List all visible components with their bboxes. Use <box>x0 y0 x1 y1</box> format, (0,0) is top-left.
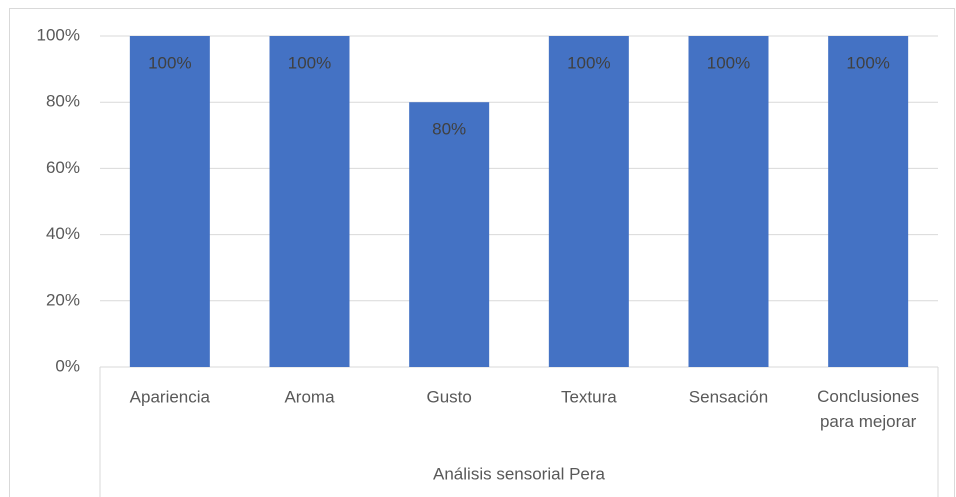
x-tick-label: Apariencia <box>130 387 211 406</box>
y-tick-label: 100% <box>37 25 80 44</box>
bar <box>548 36 629 367</box>
y-tick-label: 80% <box>46 92 80 111</box>
chart-border <box>9 8 955 497</box>
data-label: 100% <box>567 53 610 72</box>
data-label: 100% <box>846 53 889 72</box>
bar <box>828 36 909 367</box>
data-label: 100% <box>288 53 331 72</box>
x-tick-label: Aroma <box>284 387 335 406</box>
bar <box>269 36 350 367</box>
group-label: Análisis sensorial Pera <box>433 464 606 483</box>
data-label: 100% <box>148 53 191 72</box>
x-tick-label: Textura <box>561 387 617 406</box>
bar <box>129 36 210 367</box>
bar <box>409 102 490 367</box>
y-tick-label: 20% <box>46 290 80 309</box>
x-tick-label: Sensación <box>689 387 768 406</box>
y-tick-label: 40% <box>46 224 80 243</box>
data-label: 80% <box>432 120 466 139</box>
y-tick-label: 60% <box>46 158 80 177</box>
bar <box>688 36 769 367</box>
data-label: 100% <box>707 53 750 72</box>
x-tick-label: Gusto <box>426 387 471 406</box>
x-tick-label: Conclusiones para mejorar <box>817 387 919 431</box>
y-tick-label: 0% <box>55 356 80 375</box>
